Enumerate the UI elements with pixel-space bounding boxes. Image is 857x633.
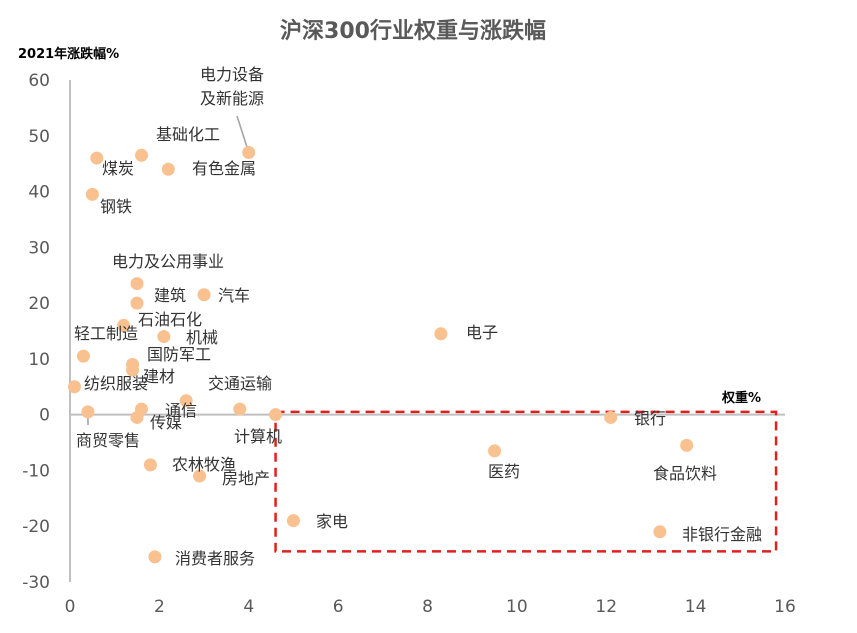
y-tick-label: 30 xyxy=(28,238,50,258)
tick-labels: -30 -20 -10 0 10 20 30 40 50 60 0 2 4 6 8 10 12 14 16 xyxy=(22,71,796,617)
point-label: 消费者服务 xyxy=(175,549,255,568)
data-point xyxy=(90,151,104,165)
point-label: 房地产 xyxy=(222,469,270,488)
x-tick-label: 4 xyxy=(243,597,254,617)
point-label: 纺织服装 xyxy=(84,374,148,393)
highlight-region xyxy=(274,410,778,553)
x-tick-label: 2 xyxy=(154,597,165,617)
y-tick-label: -10 xyxy=(22,461,50,481)
point-label: 煤炭 xyxy=(102,159,134,178)
point-label: 石油石化 xyxy=(138,310,202,329)
data-point xyxy=(126,363,140,377)
point-label: 通信 xyxy=(165,401,197,420)
highlight-box xyxy=(274,410,778,553)
data-points xyxy=(67,146,694,564)
point-label: 机械 xyxy=(186,328,218,347)
y-tick-label: 50 xyxy=(28,127,50,147)
data-point xyxy=(85,187,99,201)
data-point xyxy=(130,296,144,310)
y-tick-label: 60 xyxy=(28,71,50,91)
y-tick-label: 40 xyxy=(28,183,50,203)
point-label: 商贸零售 xyxy=(76,431,140,450)
point-label: 建材 xyxy=(143,367,175,386)
point-label: 家电 xyxy=(316,512,348,531)
data-point xyxy=(680,438,694,452)
data-point xyxy=(242,146,256,160)
x-tick-label: 8 xyxy=(422,597,433,617)
point-label: 钢铁 xyxy=(100,197,132,216)
point-label: 基础化工 xyxy=(156,125,220,144)
point-label: 国防军工 xyxy=(147,345,211,364)
x-tick-label: 10 xyxy=(506,597,528,617)
point-label: 农林牧渔 xyxy=(172,455,236,474)
data-point xyxy=(653,525,667,539)
point-label: 计算机 xyxy=(234,427,282,446)
y-tick-label: -30 xyxy=(22,573,50,593)
y-tick-label: 20 xyxy=(28,294,50,314)
data-point xyxy=(135,148,148,162)
x-tick-label: 0 xyxy=(65,597,76,617)
data-point xyxy=(179,394,193,408)
data-point xyxy=(488,444,502,458)
data-point xyxy=(197,288,211,302)
point-label: 食品饮料 xyxy=(653,464,717,483)
point-label: 电力设备及新能源 xyxy=(200,65,264,108)
data-point xyxy=(76,349,90,363)
point-label: 汽车 xyxy=(218,286,250,305)
data-point xyxy=(130,277,144,291)
point-label: 银行 xyxy=(634,409,666,428)
data-point xyxy=(148,550,162,564)
x-axis-title: 权重% xyxy=(721,390,761,406)
data-point xyxy=(130,410,144,424)
point-label: 交通运输 xyxy=(208,374,272,393)
data-point xyxy=(286,514,300,528)
data-point xyxy=(157,330,171,344)
point-label: 电力及公用事业 xyxy=(112,252,224,271)
y-axis-title: 2021年涨跌幅% xyxy=(18,46,119,62)
data-point xyxy=(67,380,81,394)
data-point xyxy=(269,408,283,422)
chart-title: 沪深300行业权重与涨跌幅 xyxy=(280,18,546,44)
data-point xyxy=(434,327,448,341)
data-point xyxy=(81,405,95,419)
point-label: 轻工制造 xyxy=(74,324,138,343)
x-tick-label: 14 xyxy=(685,597,707,617)
y-tick-label: -20 xyxy=(22,517,50,537)
data-point xyxy=(193,469,207,483)
data-point xyxy=(233,402,247,416)
point-label: 有色金属 xyxy=(192,159,256,178)
x-tick-label: 6 xyxy=(333,597,344,617)
point-label: 电子 xyxy=(466,323,498,342)
data-point xyxy=(604,410,618,424)
point-label: 非银行金融 xyxy=(682,525,762,544)
x-tick-label: 16 xyxy=(774,597,796,617)
point-label: 传媒 xyxy=(150,413,182,432)
axes xyxy=(69,80,785,582)
y-tick-label: 0 xyxy=(39,406,50,426)
x-tick-label: 12 xyxy=(595,597,617,617)
data-point xyxy=(117,318,131,332)
point-label: 医药 xyxy=(488,462,520,481)
data-point xyxy=(161,162,175,176)
data-point xyxy=(143,458,157,472)
point-label: 建筑 xyxy=(154,286,186,305)
y-tick-label: 10 xyxy=(28,350,50,370)
